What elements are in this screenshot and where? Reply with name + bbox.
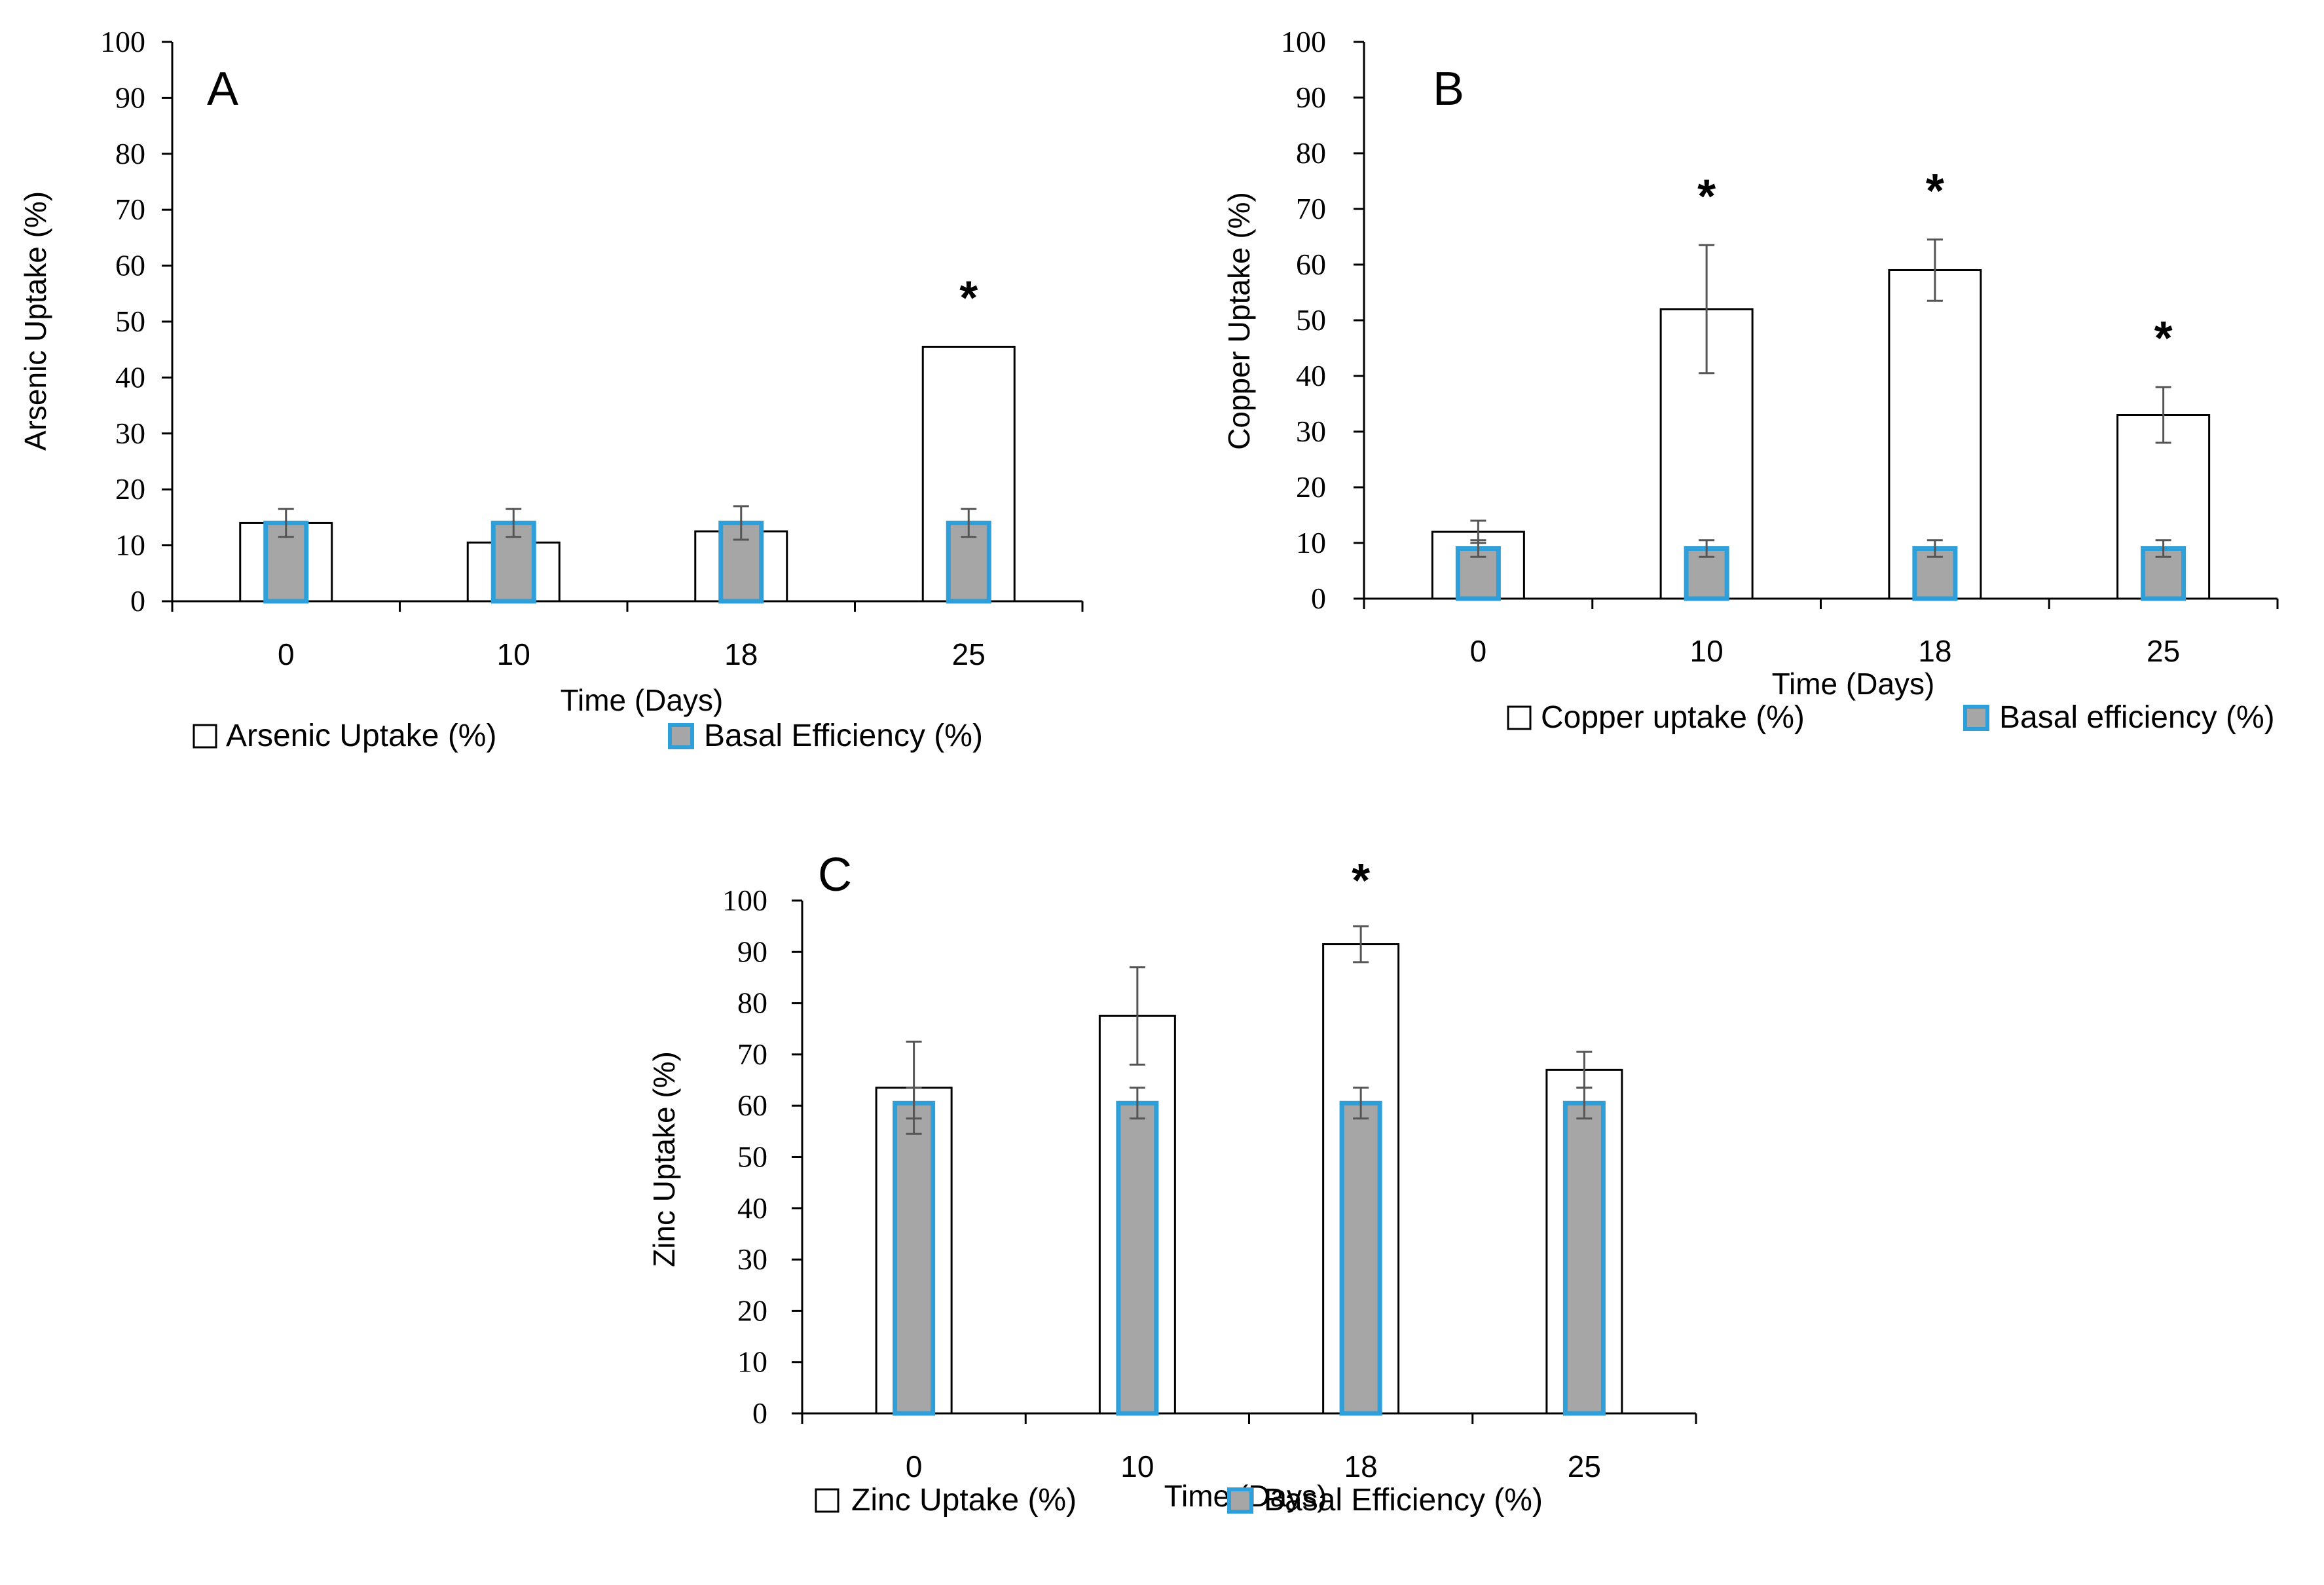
chart-panel-a: 0 10 20 30 40 50 60 70 80 90 100 0 10 18 25 Time (Days)… — [18, 25, 1084, 753]
basal-error-bar — [733, 505, 749, 541]
x-tick-label: 0 — [278, 637, 295, 671]
basal-error-bar — [278, 508, 294, 538]
x-tick-label: 0 — [906, 1449, 923, 1483]
legend-swatch-uptake — [815, 1488, 839, 1513]
y-tick-label: 30 — [1296, 415, 1326, 448]
legend-label-basal: Basal Efficiency (%) — [704, 718, 983, 753]
y-tick-label: 40 — [737, 1191, 767, 1225]
basal-error-bar — [961, 508, 977, 538]
legend-swatch-uptake — [193, 724, 217, 749]
uptake-error-bar — [1129, 966, 1145, 1066]
basal-error-bar — [1129, 1087, 1145, 1120]
basal-error-bar — [1353, 1087, 1369, 1120]
y-tick-label: 20 — [115, 472, 145, 506]
chart-panel-b: 0 10 20 30 40 50 60 70 80 90 100 0 10 18 25 Time (Days)… — [1222, 25, 2279, 735]
y-tick-label: 40 — [115, 360, 145, 394]
legend-swatch-uptake — [1507, 705, 1532, 730]
x-tick-label: 25 — [952, 637, 986, 671]
x-tick-label: 18 — [1344, 1449, 1378, 1483]
basal-bar — [1339, 1100, 1382, 1416]
y-tick-label: 20 — [1296, 470, 1326, 504]
y-tick-label: 100 — [100, 25, 145, 58]
legend-label-basal: Basal efficiency (%) — [1999, 700, 2275, 735]
x-tick-label: 10 — [1120, 1449, 1154, 1483]
y-tick-label: 10 — [737, 1345, 767, 1379]
basal-bar — [1562, 1100, 1606, 1416]
legend-label-uptake: Zinc Uptake (%) — [851, 1483, 1077, 1518]
y-tick-label: 0 — [752, 1396, 767, 1430]
x-axis-label: Time (Days) — [1772, 667, 1935, 701]
y-tick-label: 80 — [115, 137, 145, 170]
significance-marker: * — [959, 272, 978, 324]
x-tick-label: 25 — [2147, 634, 2180, 668]
y-tick-label: 50 — [737, 1140, 767, 1174]
x-axis-label: Time (Days) — [561, 683, 724, 717]
y-tick-label: 10 — [1296, 526, 1326, 559]
y-tick-label: 80 — [737, 986, 767, 1020]
y-tick-label: 90 — [115, 81, 145, 114]
uptake-error-bar — [2155, 386, 2171, 444]
y-tick-label: 10 — [115, 529, 145, 562]
y-tick-label: 50 — [115, 305, 145, 338]
legend-swatch-basal — [1227, 1487, 1253, 1514]
x-tick-label: 10 — [497, 637, 530, 671]
panel-label: C — [818, 849, 852, 901]
y-tick-label: 90 — [737, 935, 767, 968]
legend-label-basal: Basal Efficiency (%) — [1264, 1483, 1543, 1518]
y-axis-label: Zinc Uptake (%) — [647, 1051, 681, 1267]
y-tick-label: 0 — [130, 584, 145, 618]
y-axis-label: Arsenic Uptake (%) — [18, 191, 52, 451]
uptake-error-bar — [1353, 925, 1369, 963]
legend: Zinc Uptake (%) Basal Efficiency (%) — [815, 1483, 1543, 1518]
significance-marker: * — [1926, 165, 1944, 217]
basal-bar — [893, 1100, 936, 1416]
x-tick-label: 25 — [1568, 1449, 1601, 1483]
x-tick-label: 18 — [724, 637, 758, 671]
basal-error-bar — [2155, 539, 2171, 558]
basal-error-bar — [1699, 539, 1715, 558]
y-tick-label: 0 — [1311, 582, 1326, 615]
significance-marker: * — [1697, 170, 1716, 223]
basal-error-bar — [1470, 539, 1486, 558]
uptake-error-bar — [1927, 238, 1943, 302]
legend: Arsenic Uptake (%) Basal Efficiency (%) — [193, 718, 983, 753]
legend-swatch-basal — [1963, 705, 1989, 731]
y-axis-label: Copper Uptake (%) — [1222, 192, 1256, 450]
y-tick-label: 60 — [1296, 248, 1326, 281]
y-tick-label: 30 — [115, 417, 145, 450]
x-tick-label: 0 — [1470, 634, 1487, 668]
y-tick-label: 70 — [737, 1037, 767, 1071]
y-tick-label: 60 — [115, 249, 145, 282]
x-tick-label: 10 — [1690, 634, 1724, 668]
y-tick-label: 40 — [1296, 359, 1326, 392]
y-tick-label: 100 — [722, 884, 767, 917]
significance-marker: * — [2154, 312, 2173, 365]
basal-error-bar — [1576, 1087, 1593, 1120]
uptake-error-bar — [1699, 244, 1715, 375]
y-tick-label: 30 — [737, 1242, 767, 1276]
y-tick-label: 90 — [1296, 81, 1326, 114]
basal-error-bar — [906, 1087, 922, 1120]
panel-label: A — [207, 63, 238, 115]
y-tick-label: 20 — [737, 1294, 767, 1327]
panel-label: B — [1433, 63, 1464, 115]
basal-error-bar — [506, 508, 522, 538]
y-tick-label: 70 — [1296, 192, 1326, 225]
significance-marker: * — [1352, 855, 1370, 907]
y-tick-label: 80 — [1296, 136, 1326, 170]
legend-label-uptake: Copper uptake (%) — [1541, 700, 1805, 735]
y-tick-label: 60 — [737, 1089, 767, 1122]
y-tick-label: 100 — [1281, 25, 1326, 58]
y-tick-label: 70 — [115, 193, 145, 226]
y-tick-label: 50 — [1296, 303, 1326, 337]
basal-bar — [1116, 1100, 1159, 1416]
basal-error-bar — [1927, 539, 1943, 558]
legend-swatch-basal — [668, 723, 694, 749]
legend-label-uptake: Arsenic Uptake (%) — [226, 718, 496, 753]
legend: Copper uptake (%) Basal efficiency (%) — [1507, 700, 2275, 735]
x-tick-label: 18 — [1918, 634, 1951, 668]
